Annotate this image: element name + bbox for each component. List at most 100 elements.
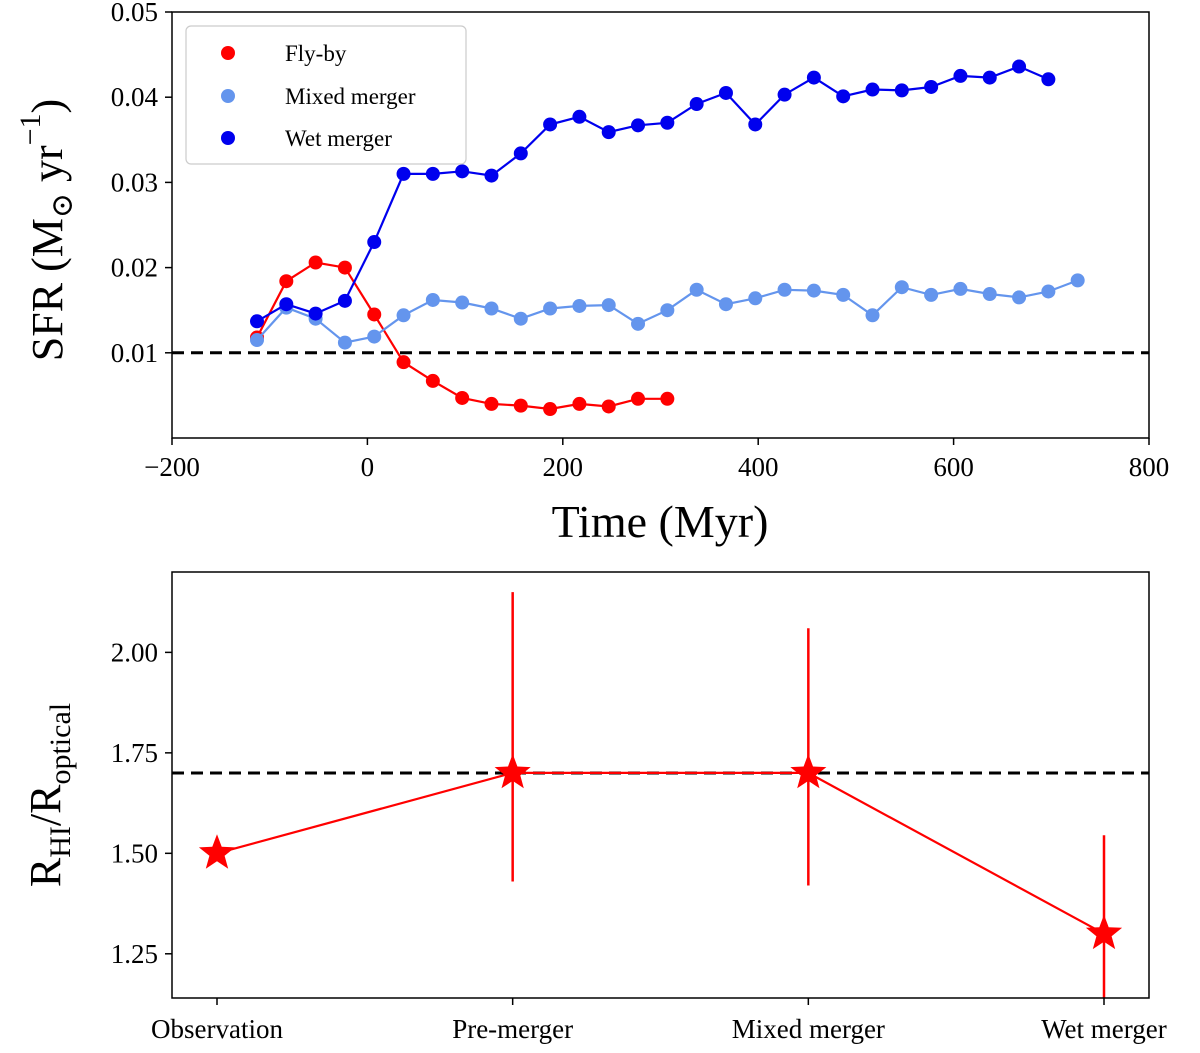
legend-marker-mixed-merger [221, 89, 235, 103]
star-marker [494, 753, 531, 789]
bottom-x-tick-label: Observation [151, 1014, 283, 1044]
data-point-wet-merger [982, 70, 997, 85]
bottom-y-title-hi: HI [44, 826, 77, 858]
bottom-x-tick-label: Mixed merger [732, 1014, 885, 1044]
top-y-tick-label: 0.02 [111, 253, 158, 283]
legend-label-mixed-merger: Mixed merger [285, 84, 416, 109]
legend-marker-wet-merger [221, 131, 235, 145]
data-point-mixed-merger [249, 333, 264, 348]
top-y-tick-label: 0.01 [111, 338, 158, 368]
data-point-wet-merger [631, 118, 646, 133]
data-point-mixed-merger [631, 316, 646, 331]
star-marker [790, 753, 827, 789]
top-y-title-exp: −1 [14, 113, 47, 145]
data-point-mixed-merger [777, 282, 792, 297]
bottom-axes-frame [171, 571, 1150, 999]
data-point-wet-merger [718, 85, 733, 100]
data-point-fly-by [631, 391, 646, 406]
data-point-wet-merger [455, 164, 470, 179]
data-point-mixed-merger [337, 335, 352, 350]
series-line-wet-merger [256, 65, 1049, 323]
data-point-fly-by [543, 402, 558, 417]
data-point-wet-merger [953, 68, 968, 83]
top-y-ticks: 0.01 0.02 0.03 0.04 0.05 [111, 0, 172, 368]
data-point-fly-by [367, 307, 382, 322]
top-x-tick-label: 400 [738, 452, 779, 482]
top-y-title-sun: ⊙ [46, 193, 79, 218]
top-x-tick-label: 200 [543, 452, 584, 482]
top-y-tick-label: 0.03 [111, 167, 158, 197]
data-point-wet-merger [836, 89, 851, 104]
data-point-wet-merger [1041, 72, 1056, 87]
top-y-tick-label: 0.04 [111, 82, 159, 112]
data-point-mixed-merger [806, 283, 821, 298]
data-point-wet-merger [367, 235, 382, 250]
star-marker [198, 834, 236, 869]
data-point-mixed-merger [484, 301, 499, 316]
data-point-wet-merger [748, 117, 763, 132]
data-point-fly-by [572, 396, 587, 411]
top-axes-frame [171, 11, 1150, 439]
legend-marker-fly-by [221, 46, 235, 60]
data-point-wet-merger [425, 166, 440, 181]
bottom-y-tick-label: 1.75 [111, 738, 158, 768]
data-point-mixed-merger [425, 292, 440, 307]
top-x-tick-label: 0 [361, 452, 375, 482]
data-point-mixed-merger [689, 282, 704, 297]
series-mixed-merger [249, 273, 1085, 350]
data-point-wet-merger [601, 125, 616, 140]
top-y-axis-title: SFR (M⊙ yr−1) [14, 99, 79, 361]
data-point-wet-merger [806, 70, 821, 85]
bottom-x-tick-label: Pre-merger [452, 1014, 573, 1044]
data-point-fly-by [660, 391, 675, 406]
data-point-wet-merger [396, 166, 411, 181]
data-point-fly-by [279, 274, 294, 289]
data-point-wet-merger [1012, 59, 1027, 74]
data-point-wet-merger [337, 293, 352, 308]
series-line-fly-by [256, 261, 668, 411]
bottom-y-tick-label: 2.00 [111, 637, 158, 667]
top-x-ticks: −200 0 200 400 600 800 [144, 438, 1169, 482]
data-point-wet-merger [513, 146, 528, 161]
data-point-mixed-merger [1012, 290, 1027, 305]
data-point-mixed-merger [513, 311, 528, 326]
data-point-wet-merger [543, 117, 558, 132]
data-point-wet-merger [308, 306, 323, 321]
data-point-mixed-merger [1041, 284, 1056, 299]
series-wet-merger [249, 59, 1056, 329]
data-point-mixed-merger [601, 298, 616, 313]
top-x-tick-label: 800 [1129, 452, 1170, 482]
series-fly-by [249, 255, 675, 417]
data-point-mixed-merger [924, 287, 939, 302]
data-point-mixed-merger [718, 297, 733, 312]
data-point-fly-by [601, 399, 616, 414]
bottom-y-title-slash: /R [21, 784, 70, 826]
data-point-mixed-merger [396, 308, 411, 323]
data-point-wet-merger [894, 83, 909, 98]
legend: Fly-by Mixed merger Wet merger [185, 25, 467, 165]
data-point-wet-merger [249, 314, 264, 329]
data-point-mixed-merger [894, 280, 909, 295]
data-point-wet-merger [660, 115, 675, 130]
data-point-wet-merger [572, 109, 587, 124]
bottom-series-group [198, 592, 1123, 998]
top-y-title-unit: yr [23, 145, 72, 193]
bottom-y-ticks: 1.25 1.50 1.75 2.00 [111, 637, 172, 969]
legend-box [185, 25, 467, 165]
data-point-fly-by [425, 373, 440, 388]
top-y-tick-label: 0.05 [111, 0, 158, 27]
bottom-y-tick-label: 1.50 [111, 838, 158, 868]
data-point-mixed-merger [982, 287, 997, 302]
data-point-mixed-merger [748, 291, 763, 306]
radius-ratio-panel: Observation Pre-merger Mixed merger Wet mer… [21, 571, 1167, 1044]
data-point-wet-merger [484, 168, 499, 183]
data-point-fly-by [455, 390, 470, 405]
data-point-mixed-merger [572, 298, 587, 313]
bottom-x-ticks: Observation Pre-merger Mixed merger Wet mer… [151, 998, 1167, 1044]
top-x-axis-title: Time (Myr) [552, 496, 769, 547]
data-point-mixed-merger [367, 329, 382, 344]
top-y-title-main: SFR (M [23, 218, 72, 361]
series-line-radius-ratio [216, 771, 1105, 935]
data-point-fly-by [396, 355, 411, 370]
